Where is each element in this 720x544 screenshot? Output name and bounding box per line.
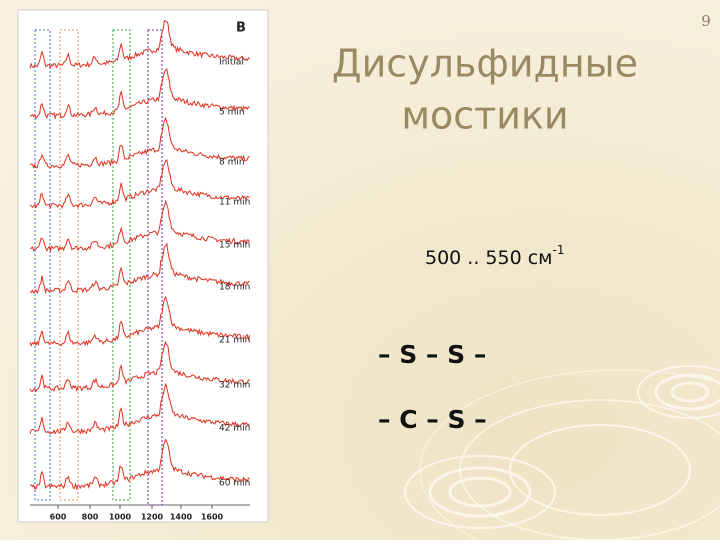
time-label: 18 min xyxy=(219,283,250,293)
time-label: 8 min xyxy=(219,158,245,168)
panel-label: B xyxy=(236,21,246,36)
spectrum xyxy=(29,199,251,253)
spectrum xyxy=(29,242,250,295)
spectrum xyxy=(29,19,250,70)
time-label: 5 min xyxy=(219,108,245,118)
x-tick-label: 1200 xyxy=(141,513,164,522)
time-label: 21 min xyxy=(219,336,250,346)
spectrum xyxy=(29,438,250,491)
x-tick-label: 1400 xyxy=(170,513,193,522)
time-label: 32 min xyxy=(219,381,250,391)
time-label: 60 min xyxy=(219,479,250,489)
time-label: Initial xyxy=(219,58,244,68)
highlight-band xyxy=(59,29,79,501)
highlight-band xyxy=(112,29,131,501)
spectrum xyxy=(29,159,250,210)
x-tick-label: 600 xyxy=(50,513,67,522)
title-line: Дисульфидные xyxy=(332,42,638,86)
figure xyxy=(17,9,269,523)
spectrum xyxy=(29,340,250,393)
formula: – C – S – xyxy=(378,405,487,434)
wavenumber-text: 500 .. 550 см xyxy=(425,247,553,269)
formula: – S – S – xyxy=(378,340,486,369)
highlight-band xyxy=(147,29,163,506)
x-tick-label: 1000 xyxy=(109,513,132,522)
wavenumber-sup: -1 xyxy=(553,243,565,257)
x-tick-label: 800 xyxy=(82,513,99,522)
time-label: 11 min xyxy=(219,198,250,208)
x-tick-label: 1600 xyxy=(201,513,224,522)
highlight-band xyxy=(34,29,51,501)
spectrum xyxy=(29,116,250,169)
spectrum xyxy=(29,383,251,435)
title-line: мостики xyxy=(401,94,568,138)
wavenumber: 500 .. 550 см-1 xyxy=(425,243,564,269)
time-label: 42 min xyxy=(219,424,250,434)
figure-content: B Initial 5 min 8 min 11 min 15 min 18 min 21 … xyxy=(29,19,251,522)
spectrum xyxy=(29,68,250,120)
spectrum xyxy=(29,295,251,347)
slide-number: 9 xyxy=(701,12,711,30)
time-label: 15 min xyxy=(219,241,250,251)
